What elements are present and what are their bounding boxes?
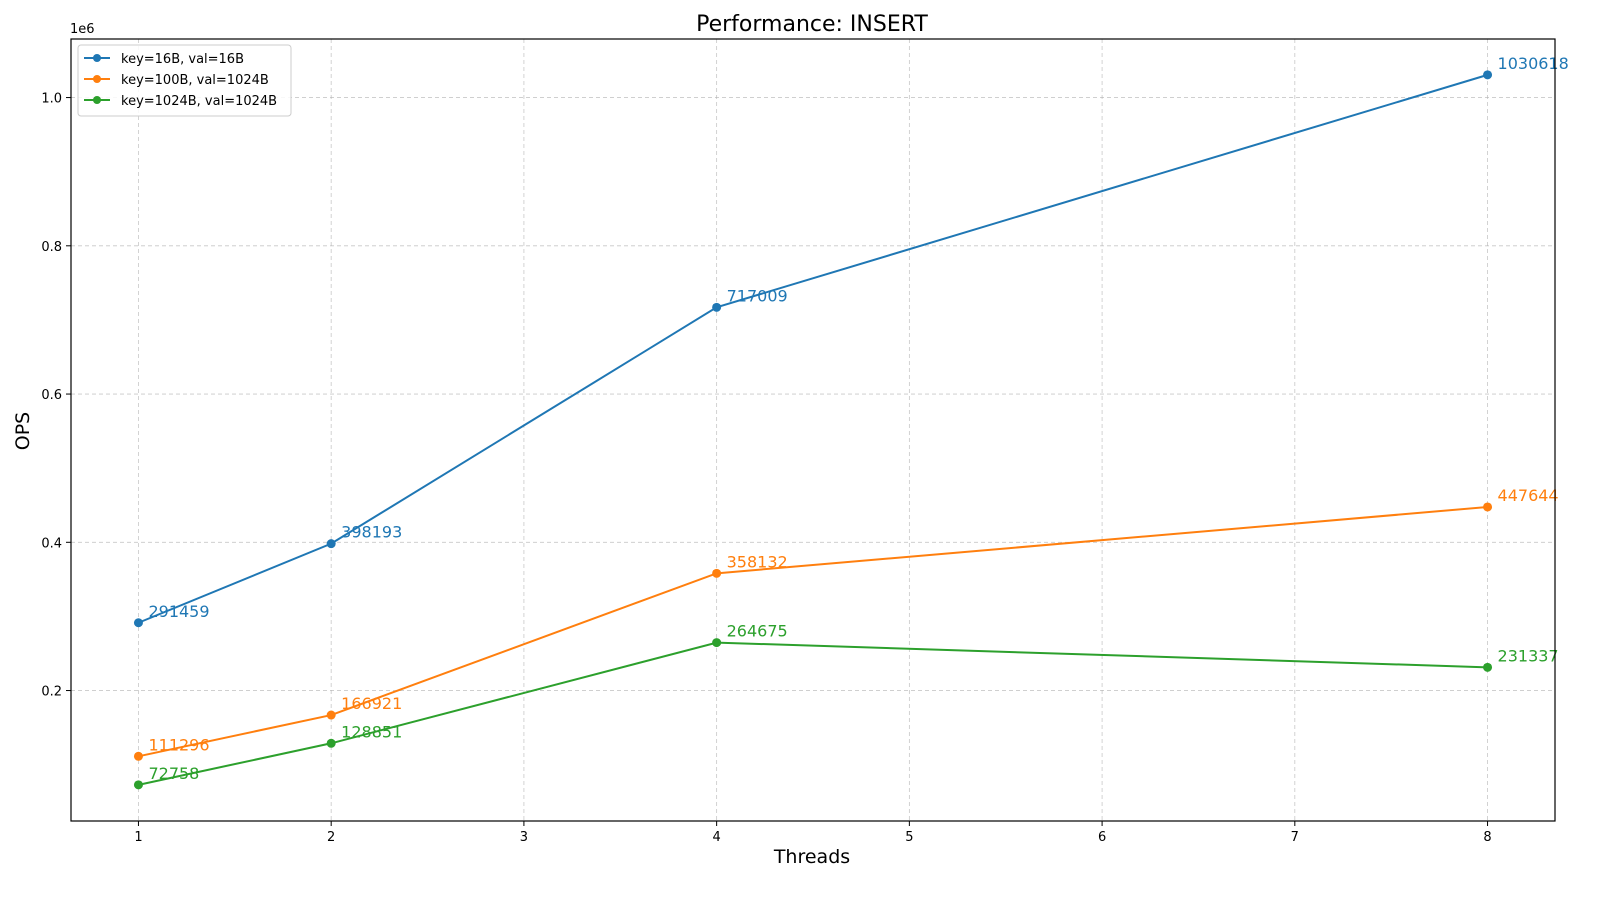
data-point bbox=[712, 638, 722, 648]
series-line bbox=[138, 73, 1488, 624]
series-2: 111296 166921 358132 447644 bbox=[133, 486, 1559, 761]
x-tick-label: 1 bbox=[134, 830, 142, 845]
y-tick-label: 0.6 bbox=[41, 388, 62, 403]
x-axis-label: Threads bbox=[773, 846, 850, 868]
data-label: 447644 bbox=[1498, 486, 1559, 505]
data-point bbox=[133, 618, 143, 628]
y-tick-label: 1.0 bbox=[41, 92, 62, 107]
legend-label: key=16B, val=16B bbox=[121, 52, 244, 67]
data-point bbox=[133, 751, 143, 761]
data-point bbox=[1483, 70, 1493, 80]
series-line bbox=[138, 641, 1488, 786]
data-point bbox=[1483, 502, 1493, 512]
x-tick-label: 5 bbox=[905, 830, 913, 845]
y-tick-label: 0.4 bbox=[41, 536, 62, 551]
data-label: 717009 bbox=[727, 286, 788, 305]
data-label: 1030618 bbox=[1498, 54, 1569, 73]
data-point bbox=[712, 568, 722, 578]
legend-marker bbox=[93, 54, 101, 62]
data-point bbox=[1483, 662, 1493, 672]
plot-series: 291459 398193 717009 1030618 111296 166921 358… bbox=[133, 54, 1569, 790]
x-tick-label: 7 bbox=[1291, 830, 1299, 845]
x-tick-label: 2 bbox=[327, 830, 335, 845]
grid bbox=[71, 39, 1555, 821]
data-label: 398193 bbox=[341, 523, 402, 542]
data-label: 111296 bbox=[148, 735, 209, 754]
data-point bbox=[326, 738, 336, 748]
data-point bbox=[326, 539, 336, 549]
data-label: 72758 bbox=[148, 764, 199, 783]
data-point bbox=[133, 780, 143, 790]
legend-marker bbox=[93, 96, 101, 104]
legend-item: key=1024B, val=1024B bbox=[84, 94, 277, 109]
legend: key=16B, val=16B key=100B, val=1024B key=1… bbox=[77, 44, 292, 117]
y-tick-label: 0.2 bbox=[41, 685, 62, 700]
data-label: 231337 bbox=[1498, 646, 1559, 665]
legend-label: key=1024B, val=1024B bbox=[121, 94, 277, 109]
legend-item: key=100B, val=1024B bbox=[84, 73, 269, 88]
data-label: 166921 bbox=[341, 694, 402, 713]
legend-box bbox=[77, 44, 292, 117]
series-1: 291459 398193 717009 1030618 bbox=[133, 54, 1569, 628]
series-line bbox=[138, 505, 1488, 758]
data-label: 264675 bbox=[727, 622, 788, 641]
chart-title: Performance: INSERT bbox=[696, 12, 928, 37]
x-tick-label: 4 bbox=[712, 830, 720, 845]
data-point bbox=[326, 710, 336, 720]
legend-marker bbox=[93, 75, 101, 83]
data-label: 291459 bbox=[148, 602, 209, 621]
y-axis-label: OPS bbox=[12, 412, 34, 450]
data-label: 358132 bbox=[727, 552, 788, 571]
series-3: 72758 128851 264675 231337 bbox=[133, 622, 1559, 790]
legend-label: key=100B, val=1024B bbox=[121, 73, 269, 88]
x-tick-label: 8 bbox=[1483, 830, 1491, 845]
y-tick-label: 0.8 bbox=[41, 240, 62, 255]
x-tick-label: 6 bbox=[1098, 830, 1106, 845]
data-label: 128851 bbox=[341, 722, 402, 741]
plot-frame bbox=[70, 38, 1556, 822]
x-tick-label: 3 bbox=[520, 830, 528, 845]
y-scale-label: 1e6 bbox=[70, 22, 95, 37]
legend-item: key=16B, val=16B bbox=[84, 52, 244, 67]
axis-ticks: 1 2 3 4 5 6 7 8 0.2 0.4 0.6 0.8 1.0 bbox=[41, 92, 1491, 845]
data-point bbox=[712, 302, 722, 312]
